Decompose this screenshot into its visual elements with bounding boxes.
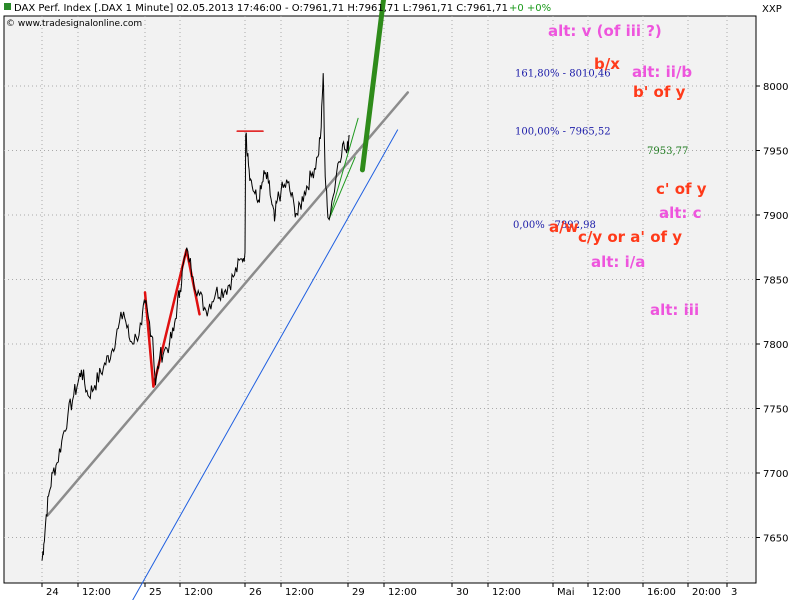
price-series [41, 73, 350, 561]
green-thin-line [328, 156, 356, 220]
annotation-alt-ii-b: alt: ii/b [632, 63, 692, 81]
annotation-c-y-or-a-prime: c/y or a' of y [578, 228, 682, 246]
x-tick-label: 30 [456, 587, 469, 598]
grid-lines [4, 16, 756, 583]
price-line [41, 73, 350, 561]
x-tick-label: 25 [149, 587, 162, 598]
main-trendline [46, 91, 410, 517]
y-tick-label: 7750 [763, 405, 788, 416]
blue-trendline [132, 129, 399, 600]
x-tick-label: 29 [352, 587, 365, 598]
x-tick-label: 16:00 [647, 587, 676, 598]
copyright-notice: © www.tradesignalonline.com [6, 19, 142, 29]
x-axis-ticks: 24 12:00 25 12:00 26 12:00 29 12:00 30 12:00 Mai 12… [41, 583, 737, 598]
x-tick-label: 24 [46, 587, 59, 598]
green-thick-arrow-line [359, 0, 386, 173]
last-value-label: 7953,77 [647, 146, 688, 157]
x-tick-label: 12:00 [285, 587, 314, 598]
symbol-label: XXP [762, 4, 782, 15]
drawing-overlays [46, 0, 410, 600]
y-tick-label: 7850 [763, 276, 788, 287]
x-tick-label: 26 [249, 587, 262, 598]
fib-level-label: 161,80% - 8010,46 [515, 69, 611, 80]
annotation-a-w: a/w [549, 218, 579, 236]
x-tick-label: 3 [731, 587, 737, 598]
annotation-b-x: b/x [594, 55, 620, 73]
y-tick-label: 7900 [763, 211, 788, 222]
chart-header-title: DAX Perf. Index [.DAX 1 Minute] 02.05.20… [14, 3, 508, 14]
green-thin-line [328, 117, 359, 220]
annotation-alt-i-a: alt: i/a [591, 253, 645, 271]
x-tick-label: Mai [557, 587, 575, 598]
annotation-c-prime-of-y: c' of y [656, 180, 707, 198]
x-tick-label: 12:00 [184, 587, 213, 598]
annotation-b-prime-of-y: b' of y [633, 83, 686, 101]
fib-level-label: 100,00% - 7965,52 [515, 126, 611, 137]
fibonacci-levels: 161,80% - 8010,46 100,00% - 7965,52 0,00% … [513, 69, 611, 232]
x-tick-label: 12:00 [592, 587, 621, 598]
x-tick-label: 12:00 [492, 587, 521, 598]
y-axis-ticks: 7650 7700 7750 7800 7850 7900 7950 8000 [756, 82, 788, 545]
annotation-alt-v: alt: v (of iii ?) [548, 22, 662, 40]
x-tick-label: 12:00 [82, 587, 111, 598]
red-zigzag [143, 248, 201, 388]
fib-level-label: 0,00% - 7892,98 [513, 220, 596, 231]
y-tick-label: 7650 [763, 534, 788, 545]
y-tick-label: 7700 [763, 469, 788, 480]
chart-header-change: +0 +0% [509, 3, 551, 14]
y-tick-label: 8000 [763, 82, 788, 93]
plot-area [3, 15, 757, 584]
x-tick-label: 20:00 [692, 587, 721, 598]
annotation-alt-c: alt: c [659, 204, 702, 222]
annotation-alt-iii: alt: iii [650, 301, 699, 319]
y-tick-label: 7800 [763, 340, 788, 351]
y-tick-label: 7950 [763, 147, 788, 158]
symbol-status-icon [4, 3, 11, 10]
x-tick-label: 12:00 [388, 587, 417, 598]
